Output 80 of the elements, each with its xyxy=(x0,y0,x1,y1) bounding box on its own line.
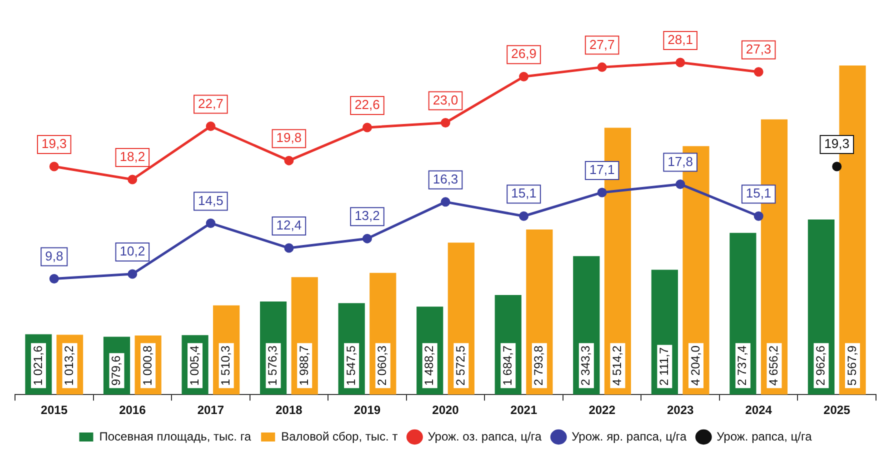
point xyxy=(676,58,686,68)
data-label: 4 204,0 xyxy=(688,345,702,386)
legend-label: Валовой сбор, тыс. т xyxy=(281,429,398,444)
point xyxy=(519,72,529,82)
point xyxy=(440,118,450,128)
data-label: 12,4 xyxy=(276,218,302,233)
data-label: 1 021,6 xyxy=(30,345,45,386)
point xyxy=(362,234,372,244)
data-label: 19,3 xyxy=(41,136,67,152)
data-label: 17,8 xyxy=(668,154,693,169)
point xyxy=(597,188,607,198)
data-label: 2 343,3 xyxy=(578,345,593,386)
data-label: 2 572,5 xyxy=(453,345,468,386)
data-label: 1 576,3 xyxy=(266,345,280,386)
point xyxy=(676,179,686,189)
point xyxy=(754,211,764,221)
data-label: 28,1 xyxy=(668,32,693,48)
data-label: 26,9 xyxy=(511,46,536,62)
data-label: 13,2 xyxy=(354,208,380,224)
x-tick-label: 2017 xyxy=(197,403,224,418)
data-label: 14,5 xyxy=(198,192,224,208)
point xyxy=(284,156,294,166)
data-label: 1 988,7 xyxy=(296,345,311,386)
data-label: 27,7 xyxy=(589,36,615,52)
point xyxy=(362,122,372,132)
x-tick-label: 2021 xyxy=(510,403,538,418)
point xyxy=(832,162,842,172)
legend-label: Урож. яр. рапса, ц/га xyxy=(572,429,687,444)
legend-label: Урож. рапса, ц/га xyxy=(716,429,812,444)
point xyxy=(206,122,216,132)
data-label: 2 060,3 xyxy=(375,345,390,386)
data-label: 27,3 xyxy=(746,41,772,56)
data-label: 9,8 xyxy=(45,248,64,264)
data-label: 15,1 xyxy=(746,186,772,201)
data-label: 2 111,7 xyxy=(656,347,671,386)
data-label: 22,6 xyxy=(354,97,380,112)
data-label: 1 013,2 xyxy=(62,345,76,386)
data-label: 1 000,8 xyxy=(140,345,154,386)
point xyxy=(519,211,529,221)
x-tick-label: 2024 xyxy=(745,403,772,418)
point xyxy=(49,274,59,284)
data-label: 15,1 xyxy=(511,186,536,201)
x-tick-label: 2018 xyxy=(276,403,303,418)
x-tick-label: 2025 xyxy=(824,403,851,418)
data-label: 4 514,2 xyxy=(610,345,624,386)
point xyxy=(49,162,59,172)
data-label: 1 684,7 xyxy=(500,345,514,386)
data-label: 4 656,2 xyxy=(766,345,781,386)
data-label: 2 737,4 xyxy=(735,345,750,386)
data-label: 979,6 xyxy=(109,355,124,386)
x-tick-label: 2019 xyxy=(354,403,381,418)
point xyxy=(440,197,450,207)
x-tick-label: 2020 xyxy=(432,403,460,418)
point xyxy=(206,218,216,228)
x-tick-label: 2023 xyxy=(666,403,694,418)
data-label: 16,3 xyxy=(432,172,458,187)
data-label: 1 005,4 xyxy=(187,345,202,386)
data-label: 5 567,9 xyxy=(844,345,859,386)
data-label: 19,8 xyxy=(276,130,302,146)
legend-label: Посевная площадь, тыс. га xyxy=(99,429,252,444)
data-label: 19,3 xyxy=(824,136,850,152)
legend-label: Урож. оз. рапса, ц/га xyxy=(428,429,542,444)
data-label: 1 488,2 xyxy=(422,345,436,386)
data-label: 2 962,6 xyxy=(814,345,828,386)
point xyxy=(284,243,294,253)
x-tick-label: 2015 xyxy=(40,403,68,418)
data-label: 18,2 xyxy=(120,149,146,164)
x-tick-label: 2022 xyxy=(588,403,616,418)
data-label: 1 510,3 xyxy=(218,345,233,386)
data-label: 23,0 xyxy=(432,92,458,108)
point xyxy=(128,174,138,184)
point xyxy=(128,269,138,279)
point xyxy=(754,67,764,77)
x-tick-label: 2016 xyxy=(119,403,146,418)
data-label: 17,1 xyxy=(589,162,615,178)
point xyxy=(597,62,607,72)
data-label: 10,2 xyxy=(120,244,146,259)
data-label: 22,7 xyxy=(198,96,224,111)
data-label: 1 547,5 xyxy=(344,345,358,386)
data-label: 2 793,8 xyxy=(532,345,546,386)
